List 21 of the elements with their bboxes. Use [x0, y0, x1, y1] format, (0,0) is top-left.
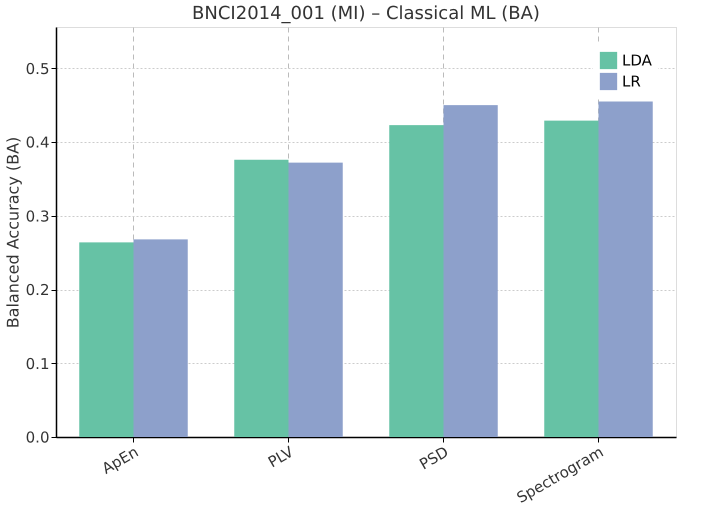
legend-label: LR: [622, 72, 641, 90]
y-tick-label: 0.0: [26, 428, 50, 446]
legend-label: LDA: [622, 52, 653, 70]
y-tick-label: 0.4: [26, 134, 50, 152]
x-tick-label: PSD: [416, 442, 452, 474]
bar: [598, 101, 653, 437]
bar: [79, 242, 134, 437]
chart-title: BNCI2014_001 (MI) – Classical ML (BA): [192, 3, 540, 24]
x-tick-label: PLV: [264, 442, 298, 472]
x-tick-label: ApEn: [98, 442, 142, 478]
bar: [444, 105, 498, 437]
y-axis-title: Balanced Accuracy (BA): [4, 136, 23, 328]
y-tick-label: 0.3: [26, 207, 50, 226]
bar: [544, 120, 598, 437]
y-tick-label: 0.5: [26, 60, 50, 78]
bar: [389, 125, 444, 437]
bar: [288, 162, 343, 437]
bar: [134, 239, 188, 437]
y-tick-label: 0.2: [26, 281, 50, 300]
bar: [234, 160, 288, 437]
y-tick-label: 0.1: [26, 354, 50, 373]
